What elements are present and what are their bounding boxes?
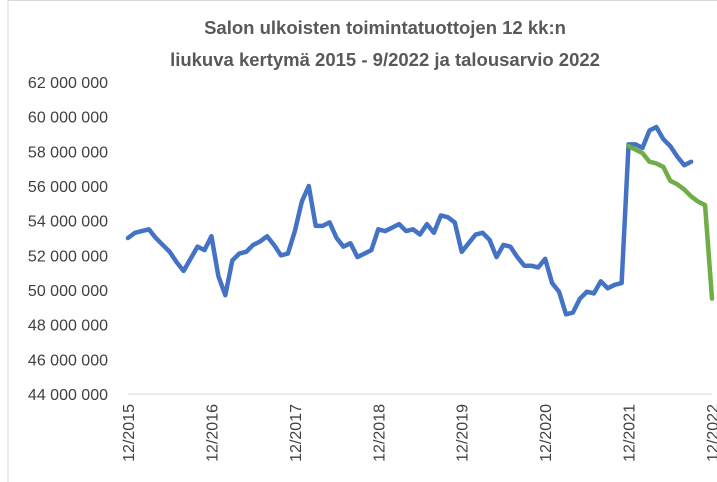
y-tick-label: 56 000 000 — [28, 179, 108, 196]
chart-title: Salon ulkoisten toimintatuottojen 12 kk:… — [204, 17, 566, 38]
y-tick-label: 54 000 000 — [28, 214, 108, 231]
x-tick-label: 12/2018 — [371, 404, 388, 462]
chart-title: liukuva kertymä 2015 - 9/2022 ja talousa… — [170, 49, 600, 70]
x-tick-label: 12/2021 — [622, 404, 639, 462]
x-tick-label: 12/2022 — [705, 404, 717, 462]
y-tick-label: 50 000 000 — [28, 283, 108, 300]
x-tick-label: 12/2020 — [538, 404, 555, 462]
x-tick-label: 12/2015 — [121, 404, 138, 462]
y-tick-label: 52 000 000 — [28, 248, 108, 265]
x-tick-label: 12/2017 — [288, 404, 305, 462]
y-tick-label: 44 000 000 — [28, 387, 108, 404]
line-series — [125, 124, 694, 317]
chart-border — [7, 0, 717, 482]
x-tick-label: 12/2019 — [455, 404, 472, 462]
y-tick-label: 60 000 000 — [28, 110, 108, 127]
line-series — [626, 143, 715, 301]
y-tick-label: 62 000 000 — [28, 75, 108, 92]
y-tick-label: 48 000 000 — [28, 318, 108, 335]
y-tick-label: 46 000 000 — [28, 352, 108, 369]
x-tick-label: 12/2016 — [204, 404, 221, 462]
y-tick-label: 58 000 000 — [28, 144, 108, 161]
